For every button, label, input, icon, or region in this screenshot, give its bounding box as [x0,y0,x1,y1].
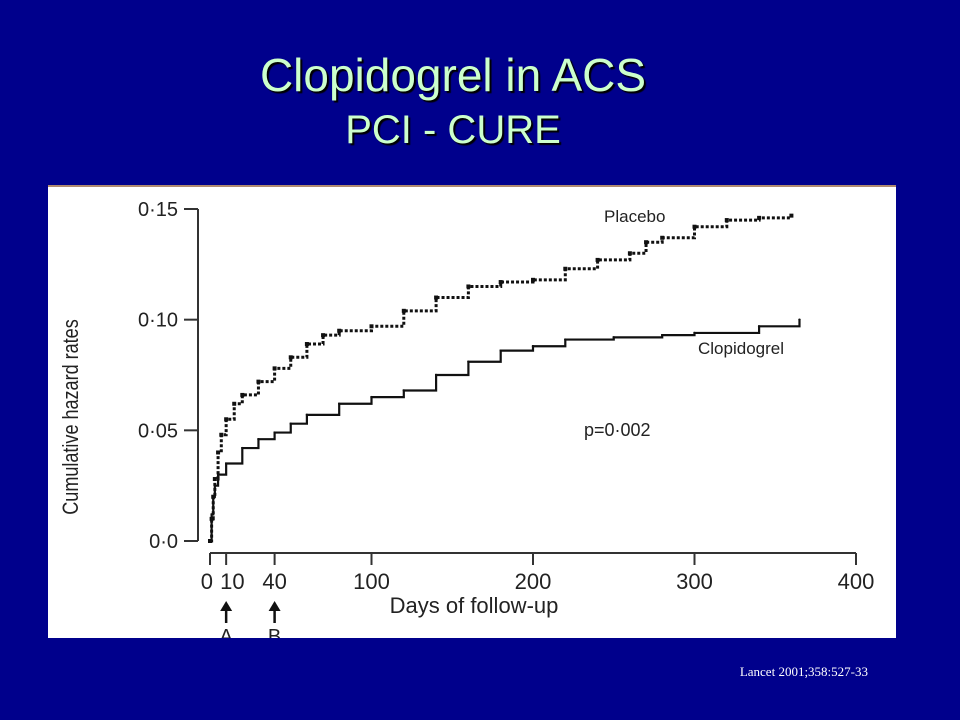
data-point-clopidogrel [208,539,212,543]
data-point-placebo [692,224,697,229]
data-point-clopidogrel [241,446,244,450]
data-point-clopidogrel [212,495,215,498]
data-point-placebo [321,333,326,338]
p-value-annotation: p=0·002 [584,420,651,440]
data-point-clopidogrel [612,336,615,339]
data-point-clopidogrel [693,331,696,335]
data-point-placebo [644,240,649,245]
data-point-placebo [660,235,665,240]
x-axis-label: Days of follow-up [390,593,559,618]
data-point-clopidogrel [531,345,535,348]
data-point-placebo [232,401,237,406]
data-point-clopidogrel [210,513,213,516]
title-line-1: Clopidogrel in ACS [259,49,647,101]
data-point-placebo [304,342,309,347]
arrow-label-b: B [268,626,281,638]
x-tick-label: 200 [515,569,552,594]
data-point-clopidogrel [661,333,664,337]
y-tick-label: 0·15 [138,199,178,221]
data-point-clopidogrel [757,325,761,328]
data-point-clopidogrel [467,360,470,363]
x-tick-label: 40 [262,569,286,594]
data-point-placebo [212,477,217,482]
series-line-placebo [210,215,793,543]
data-point-clopidogrel [798,318,801,321]
data-point-clopidogrel [402,389,405,392]
data-point-placebo [256,379,261,384]
data-point-placebo [240,392,245,397]
arrow-a-head [220,601,233,611]
axes-layer: 0·0 0·05 0·10 0·15 0 10 40 100 200 300 400 A B [138,199,874,638]
title-line-2: PCI - CURE [345,108,561,152]
data-point-placebo [434,295,439,300]
data-point-placebo [369,324,374,329]
data-point-clopidogrel [564,338,567,341]
data-point-placebo [789,213,794,218]
series-label-clopidogrel: Clopidogrel [698,339,784,358]
hazard-chart: 0·0 0·05 0·10 0·15 0 10 40 100 200 300 400 A B Cumul… [59,199,874,638]
data-point-clopidogrel [216,473,220,476]
data-point-placebo [401,308,406,313]
data-point-placebo [272,366,277,371]
data-point-placebo [224,417,229,422]
y-tick-label: 0·10 [138,310,178,332]
data-point-clopidogrel [257,437,260,441]
x-tick-label: 100 [353,569,390,594]
data-point-clopidogrel [305,413,309,417]
x-tick-label: 10 [220,569,244,594]
data-point-clopidogrel [213,484,217,487]
data-point-placebo [498,280,503,285]
x-tick-label: 300 [676,569,713,594]
data-point-clopidogrel [289,422,292,425]
citation: Lancet 2001;358:527-33 [739,664,868,679]
y-axis-label: Cumulative hazard rates [59,319,83,514]
data-point-clopidogrel [434,373,438,377]
data-point-placebo [216,450,221,455]
data-point-placebo [288,355,293,360]
data-point-placebo [219,432,224,437]
series-line-clopidogrel [210,319,801,543]
data-point-clopidogrel [499,349,502,352]
x-tick-label: 400 [838,569,875,594]
data-point-clopidogrel [338,402,341,405]
data-point-placebo [337,328,342,333]
y-tick-label: 0·0 [149,531,178,553]
data-point-placebo [466,284,471,289]
data-point-placebo [563,266,568,271]
arrow-b-head [268,601,281,611]
data-point-placebo [531,277,535,282]
y-tick-label: 0·05 [138,420,178,442]
series-label-placebo: Placebo [604,207,665,226]
data-point-placebo [757,215,762,220]
series-layer [208,213,801,543]
data-point-placebo [595,257,600,262]
data-point-placebo [627,251,632,256]
data-point-clopidogrel [224,462,228,465]
data-point-placebo [724,218,729,223]
label-layer: Cumulative hazard rates Days of follow-u… [59,207,784,618]
x-tick-label: 0 [201,569,213,594]
slide-title: Clopidogrel in ACS PCI - CURE [0,52,906,150]
data-point-clopidogrel [370,395,373,399]
arrow-label-a: A [219,626,233,638]
chart-panel: 0·0 0·05 0·10 0·15 0 10 40 100 200 300 400 A B Cumul… [48,185,896,638]
data-point-clopidogrel [273,431,276,434]
